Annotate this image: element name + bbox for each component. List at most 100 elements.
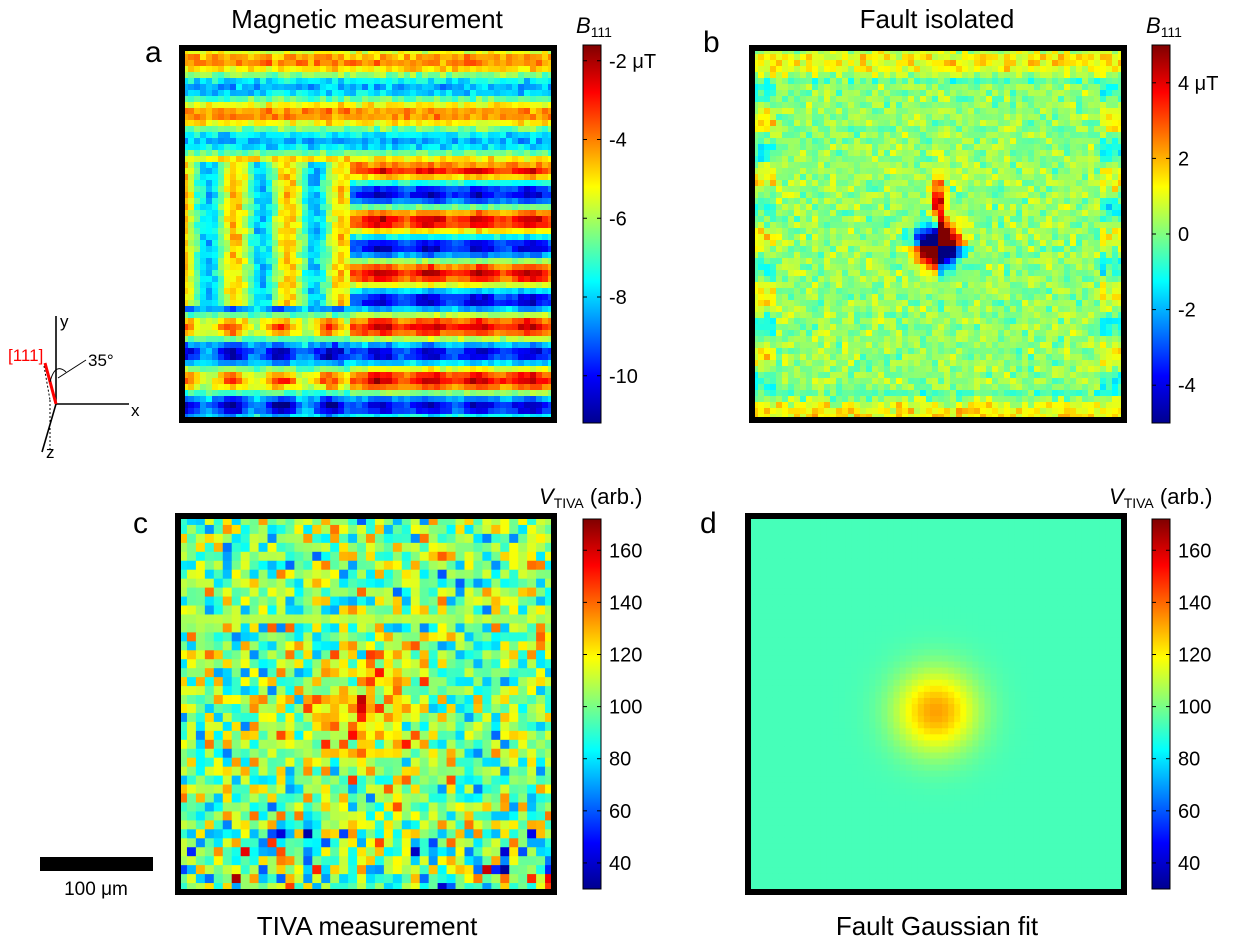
heatmap-cell — [200, 204, 207, 211]
heatmap-cell — [386, 78, 393, 85]
heatmap-cell — [512, 114, 519, 121]
heatmap-cell — [362, 306, 369, 313]
heatmap-cell — [332, 132, 339, 139]
heatmap-cell — [338, 402, 345, 409]
heatmap-cell — [980, 96, 987, 103]
heatmap-cell — [422, 162, 429, 169]
heatmap-cell — [914, 48, 921, 55]
heatmap-cell — [314, 222, 321, 229]
heatmap-cell — [530, 72, 537, 79]
heatmap-cell — [428, 222, 435, 229]
heatmap-cell — [392, 216, 399, 223]
heatmap-cell — [542, 366, 549, 373]
heatmap-cell — [1070, 114, 1077, 121]
heatmap-cell — [398, 306, 405, 313]
heatmap-cell — [848, 90, 855, 97]
heatmap-cell — [854, 126, 861, 133]
heatmap-cell — [218, 168, 225, 175]
heatmap-cell — [392, 186, 399, 193]
heatmap-cell — [1004, 84, 1011, 91]
heatmap-cell — [308, 312, 315, 319]
heatmap-cell — [1010, 72, 1017, 79]
heatmap-cell — [410, 48, 417, 55]
heatmap-cell — [542, 204, 549, 211]
heatmap-cell — [404, 108, 411, 115]
heatmap-cell — [284, 384, 291, 391]
heatmap-cell — [404, 366, 411, 373]
heatmap-cell — [320, 378, 327, 385]
heatmap-cell — [524, 384, 531, 391]
heatmap-cell — [218, 174, 225, 181]
heatmap-cell — [806, 126, 813, 133]
heatmap-cell — [194, 282, 201, 289]
heatmap-cell — [524, 54, 531, 61]
heatmap-cell — [350, 132, 357, 139]
heatmap-cell — [806, 132, 813, 139]
heatmap-cell — [392, 372, 399, 379]
heatmap-cell — [422, 336, 429, 343]
heatmap-cell — [830, 144, 837, 151]
heatmap-cell — [890, 48, 897, 55]
heatmap-cell — [308, 66, 315, 73]
heatmap-cell — [380, 180, 387, 187]
heatmap-cell — [320, 138, 327, 145]
heatmap-cell — [398, 66, 405, 73]
heatmap-cell — [452, 156, 459, 163]
heatmap-cell — [518, 156, 525, 163]
heatmap-cell — [368, 216, 375, 223]
heatmap-cell — [272, 180, 279, 187]
heatmap-cell — [230, 252, 237, 259]
heatmap-cell — [488, 114, 495, 121]
heatmap-cell — [182, 300, 189, 307]
heatmap-cell — [434, 48, 441, 55]
heatmap-cell — [266, 354, 273, 361]
heatmap-cell — [422, 48, 429, 55]
heatmap-cell — [788, 114, 795, 121]
heatmap-cell — [1040, 102, 1047, 109]
heatmap-cell — [992, 126, 999, 133]
heatmap-cell — [284, 90, 291, 97]
heatmap-cell — [338, 294, 345, 301]
heatmap-cell — [218, 132, 225, 139]
heatmap-cell — [224, 264, 231, 271]
heatmap-cell — [464, 342, 471, 349]
heatmap-cell — [290, 216, 297, 223]
heatmap-cell — [968, 66, 975, 73]
heatmap-cell — [440, 198, 447, 205]
heatmap-cell — [332, 150, 339, 157]
heatmap-cell — [1064, 114, 1071, 121]
heatmap-cell — [848, 84, 855, 91]
heatmap-cell — [368, 204, 375, 211]
heatmap-cell — [482, 54, 489, 61]
heatmap-cell — [542, 408, 549, 415]
heatmap-cell — [278, 270, 285, 277]
heatmap-cell — [404, 300, 411, 307]
heatmap-cell — [458, 312, 465, 319]
heatmap-cell — [314, 66, 321, 73]
heatmap-cell — [248, 264, 255, 271]
heatmap-cell — [362, 384, 369, 391]
heatmap-cell — [458, 228, 465, 235]
heatmap-cell — [1016, 84, 1023, 91]
heatmap-cell — [1064, 144, 1071, 151]
heatmap-cell — [452, 102, 459, 109]
heatmap-cell — [830, 126, 837, 133]
heatmap-cell — [374, 330, 381, 337]
heatmap-cell — [290, 102, 297, 109]
heatmap-cell — [350, 240, 357, 247]
heatmap-cell — [284, 282, 291, 289]
heatmap-cell — [506, 168, 513, 175]
heatmap-cell — [452, 108, 459, 115]
heatmap-cell — [362, 96, 369, 103]
heatmap-cell — [752, 102, 759, 109]
heatmap-cell — [392, 144, 399, 151]
heatmap-cell — [524, 348, 531, 355]
heatmap-cell — [404, 198, 411, 205]
heatmap-cell — [542, 150, 549, 157]
heatmap-cell — [404, 336, 411, 343]
heatmap-cell — [986, 90, 993, 97]
heatmap-cell — [506, 342, 513, 349]
heatmap-cell — [890, 150, 897, 157]
heatmap-cell — [1082, 96, 1089, 103]
heatmap-cell — [446, 162, 453, 169]
